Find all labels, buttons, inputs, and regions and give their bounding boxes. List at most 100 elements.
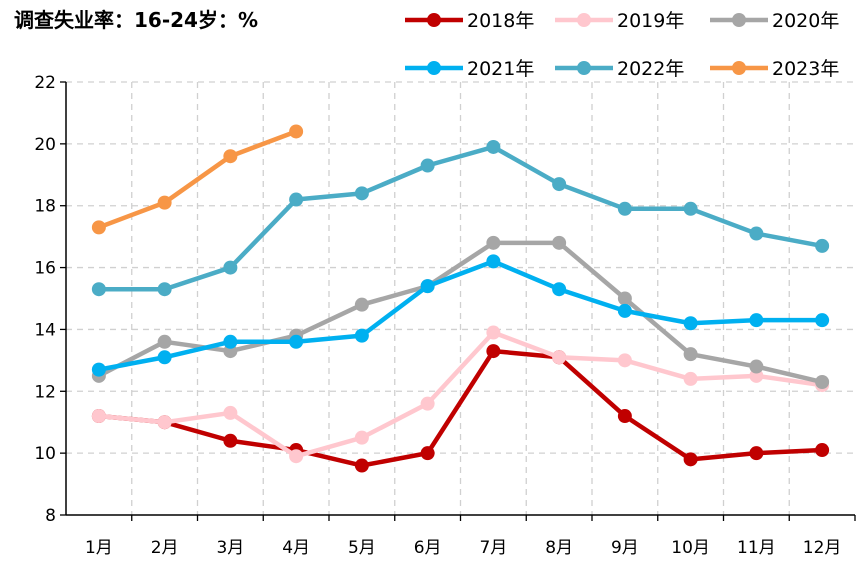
data-point bbox=[354, 430, 369, 445]
chart-title: 调查失业率：16-24岁：% bbox=[14, 8, 258, 32]
data-point bbox=[749, 446, 764, 461]
data-point bbox=[91, 282, 106, 297]
data-point bbox=[420, 279, 435, 294]
data-point bbox=[91, 409, 106, 424]
series-line bbox=[98, 259, 823, 372]
data-point bbox=[552, 350, 567, 365]
data-point bbox=[683, 316, 698, 331]
legend-label: 2023年 bbox=[772, 58, 839, 80]
data-point bbox=[157, 282, 172, 297]
legend: 2018年 2019年 2020年 2021年 2022年 2023年 bbox=[405, 10, 839, 80]
data-point bbox=[157, 334, 172, 349]
data-point bbox=[157, 415, 172, 430]
x-tick-label: 12月 bbox=[803, 538, 842, 558]
y-tick-label: 22 bbox=[34, 73, 56, 93]
series-line bbox=[98, 348, 823, 468]
x-tick-label: 1月 bbox=[85, 538, 113, 558]
series-2023年 bbox=[91, 124, 304, 235]
y-tick-label: 16 bbox=[34, 259, 56, 279]
x-tick-label: 9月 bbox=[611, 538, 639, 558]
y-tick-label: 18 bbox=[34, 197, 56, 217]
data-point bbox=[223, 260, 238, 275]
data-point bbox=[683, 201, 698, 216]
data-point bbox=[289, 449, 304, 464]
x-tick-label: 7月 bbox=[479, 538, 507, 558]
data-point bbox=[749, 226, 764, 241]
data-point bbox=[617, 353, 632, 368]
data-point bbox=[354, 186, 369, 201]
data-point bbox=[354, 297, 369, 312]
data-point bbox=[486, 254, 501, 269]
x-tick-label: 4月 bbox=[282, 538, 310, 558]
data-point bbox=[617, 409, 632, 424]
x-tick-label: 5月 bbox=[348, 538, 376, 558]
legend-marker bbox=[732, 61, 746, 75]
series-2021年 bbox=[91, 254, 830, 377]
data-point bbox=[157, 350, 172, 365]
data-point bbox=[223, 334, 238, 349]
data-point bbox=[486, 235, 501, 250]
data-point bbox=[289, 334, 304, 349]
data-point bbox=[617, 303, 632, 318]
data-point bbox=[420, 396, 435, 411]
x-tick-label: 3月 bbox=[216, 538, 244, 558]
y-tick-label: 12 bbox=[34, 382, 56, 402]
data-point bbox=[815, 238, 830, 253]
y-tick-label: 14 bbox=[34, 320, 56, 340]
data-point bbox=[749, 359, 764, 374]
legend-marker bbox=[427, 61, 441, 75]
data-point bbox=[683, 347, 698, 362]
legend-label: 2019年 bbox=[617, 10, 684, 32]
data-point bbox=[223, 405, 238, 420]
data-point bbox=[486, 325, 501, 340]
data-point bbox=[223, 149, 238, 164]
y-tick-label: 20 bbox=[34, 135, 56, 155]
data-point bbox=[157, 195, 172, 210]
legend-marker bbox=[732, 13, 746, 27]
series-group bbox=[91, 124, 830, 473]
legend-label: 2020年 bbox=[772, 10, 839, 32]
data-point bbox=[354, 328, 369, 343]
x-tick-label: 10月 bbox=[671, 538, 710, 558]
x-tick-label: 8月 bbox=[545, 538, 573, 558]
grid bbox=[66, 81, 855, 515]
data-point bbox=[683, 371, 698, 386]
y-tick-label: 8 bbox=[45, 506, 56, 526]
data-point bbox=[354, 458, 369, 473]
legend-label: 2021年 bbox=[467, 58, 534, 80]
series-2022年 bbox=[91, 139, 830, 297]
data-point bbox=[552, 282, 567, 297]
data-point bbox=[617, 291, 632, 306]
data-point bbox=[486, 344, 501, 359]
series-line bbox=[98, 330, 823, 459]
axes: 8 10 12 14 16 18 20 22 1月 2月 3月 4月 5月 6月 7月 8月 9月 10月 11月 1… bbox=[34, 73, 856, 558]
x-tick-label: 6月 bbox=[414, 538, 442, 558]
data-point bbox=[289, 124, 304, 139]
data-point bbox=[486, 139, 501, 154]
legend-label: 2022年 bbox=[617, 58, 684, 80]
data-point bbox=[91, 220, 106, 235]
data-point bbox=[749, 313, 764, 328]
legend-label: 2018年 bbox=[467, 10, 534, 32]
legend-marker bbox=[577, 13, 591, 27]
series-line bbox=[98, 129, 297, 230]
legend-marker bbox=[577, 61, 591, 75]
data-point bbox=[815, 443, 830, 458]
data-point bbox=[420, 446, 435, 461]
x-tick-label: 2月 bbox=[151, 538, 179, 558]
data-point bbox=[552, 235, 567, 250]
data-point bbox=[552, 177, 567, 192]
data-point bbox=[420, 158, 435, 173]
data-point bbox=[815, 375, 830, 390]
x-tick-label: 11月 bbox=[737, 538, 776, 558]
data-point bbox=[683, 452, 698, 467]
series-line bbox=[98, 144, 823, 292]
data-point bbox=[815, 313, 830, 328]
y-tick-label: 10 bbox=[34, 444, 56, 464]
series-line bbox=[97, 240, 823, 385]
data-point bbox=[91, 362, 106, 377]
data-point bbox=[617, 201, 632, 216]
data-point bbox=[289, 192, 304, 207]
data-point bbox=[223, 433, 238, 448]
